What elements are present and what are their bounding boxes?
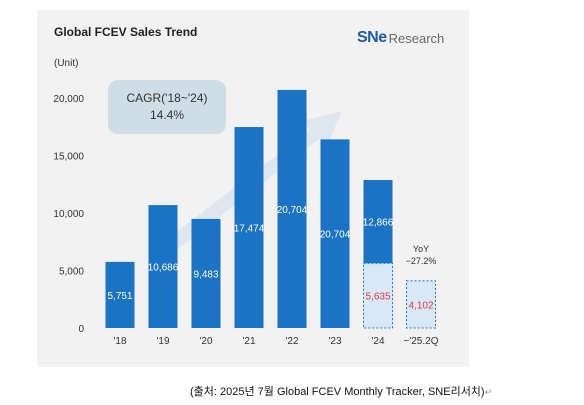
y-tick-label: 20,000 (53, 94, 84, 105)
x-tick-label: '19 (156, 336, 169, 347)
bar (406, 280, 436, 329)
x-tick-label: ~'25.2Q (404, 336, 439, 347)
bar-highlight-label: 5,635 (365, 292, 390, 303)
logo-text: Research (388, 30, 445, 46)
y-tick-label: 0 (78, 324, 84, 335)
bar (105, 261, 135, 328)
bar-value-label: 12,866 (363, 218, 394, 229)
bars: 5,751 10,686 9,483 17,474 20,704 20,704 5,635 1… (105, 89, 436, 329)
paragraph-mark: ↵ (484, 387, 493, 397)
x-tick-label: '21 (242, 336, 255, 347)
yoy-note-line2: −27.2% (406, 256, 437, 266)
bar-highlight (363, 262, 393, 329)
yoy-note: YoY −27.2% (406, 244, 437, 266)
bar-value-label: 5,751 (107, 291, 132, 302)
bar-value-label: 17,474 (234, 224, 265, 235)
cagr-callout-box (108, 80, 226, 134)
cagr-callout-line2: 14.4% (150, 108, 184, 122)
sne-research-logo: SNe Research (357, 28, 444, 48)
bar (148, 205, 178, 328)
y-tick-label: 5,000 (59, 267, 84, 278)
bar (191, 218, 221, 328)
bar (277, 89, 307, 329)
bar-chart: (Unit) 0 5,000 10,000 15,000 20,000 5,751 10,… (53, 58, 438, 347)
logo-mark: SNe (357, 29, 387, 46)
bar-value-label: 4,102 (408, 300, 433, 311)
bar-value-label: 20,704 (277, 205, 308, 216)
cagr-callout: CAGR('18~'24) 14.4% (108, 80, 226, 134)
bar-value-label: 9,483 (193, 269, 218, 280)
source-caption-text: (출처: 2025년 7월 Global FCEV Monthly Tracke… (190, 386, 485, 398)
x-tick-label: '20 (199, 336, 212, 347)
yoy-note-line1: YoY (413, 244, 429, 254)
bar-value-label: 10,686 (148, 263, 179, 274)
cagr-callout-line1: CAGR('18~'24) (127, 91, 208, 105)
chart-title: Global FCEV Sales Trend (54, 25, 198, 39)
bar (234, 127, 264, 328)
x-tick-label: '18 (113, 336, 126, 347)
bar-value-label: 20,704 (320, 230, 351, 241)
y-tick-label: 15,000 (53, 152, 84, 163)
bar (320, 139, 350, 328)
y-tick-label: 10,000 (53, 209, 84, 220)
source-caption: (출처: 2025년 7월 Global FCEV Monthly Tracke… (190, 383, 492, 399)
y-axis: 0 5,000 10,000 15,000 20,000 (53, 94, 84, 335)
x-tick-label: '23 (328, 336, 341, 347)
x-axis: '18 '19 '20 '21 '22 '23 '24 ~'25.2Q (113, 336, 438, 347)
x-tick-label: '24 (371, 336, 384, 347)
x-tick-label: '22 (285, 336, 298, 347)
unit-label: (Unit) (54, 58, 78, 69)
